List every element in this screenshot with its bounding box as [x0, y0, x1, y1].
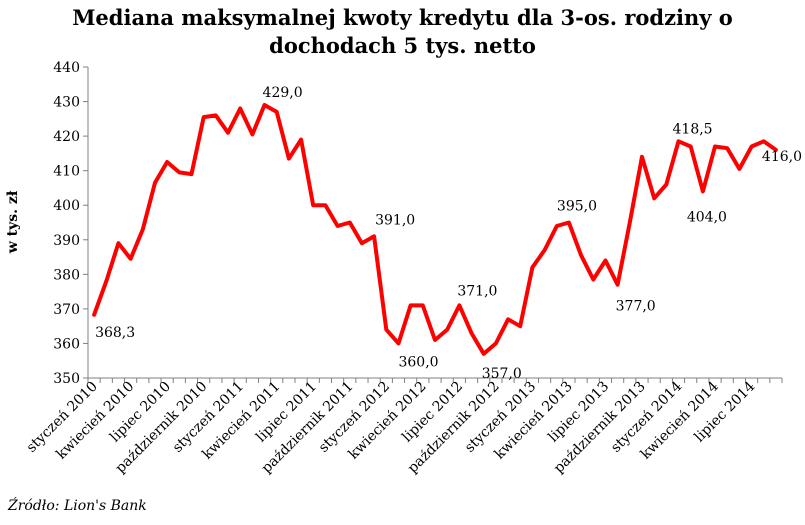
data-point: [178, 171, 180, 173]
data-label: 418,5: [673, 121, 713, 137]
data-point: [385, 329, 387, 331]
data-point: [227, 132, 229, 134]
data-point: [190, 173, 192, 175]
data-point: [519, 325, 521, 327]
data-point: [434, 339, 436, 341]
data-point: [239, 107, 241, 109]
data-point: [678, 140, 680, 142]
chart-title-line-1: Mediana maksymalnej kwoty kredytu dla 3-…: [72, 5, 733, 30]
data-point: [264, 104, 266, 106]
axes: [83, 66, 783, 383]
data-label: 391,0: [375, 212, 415, 228]
data-point: [166, 161, 168, 163]
chart-title: Mediana maksymalnej kwoty kredytu dla 3-…: [0, 4, 805, 60]
series: [92, 103, 778, 356]
data-point: [93, 314, 95, 316]
data-label: 395,0: [557, 199, 597, 215]
data-point: [312, 204, 314, 206]
data-label: 360,0: [398, 354, 438, 370]
data-point: [142, 228, 144, 230]
data-point: [617, 284, 619, 286]
data-point: [665, 183, 667, 185]
data-point: [580, 254, 582, 256]
data-label: 429,0: [263, 85, 303, 101]
data-point: [361, 242, 363, 244]
data-point: [568, 222, 570, 223]
data-point: [397, 342, 399, 344]
y-tick-label: 380: [53, 267, 80, 283]
data-point: [105, 280, 107, 282]
data-point: [276, 111, 278, 113]
data-point: [507, 318, 509, 320]
data-point: [203, 116, 205, 118]
y-axis-label: w tys. zł: [5, 190, 21, 254]
data-point: [531, 266, 533, 268]
data-point: [629, 222, 631, 223]
chart-title-line-2: dochodach 5 tys. netto: [269, 33, 536, 58]
y-tick-label: 400: [53, 198, 80, 214]
data-point: [751, 145, 753, 147]
data-point: [373, 235, 375, 237]
data-point: [422, 304, 424, 306]
source-note: Źródło: Lion's Bank: [8, 498, 147, 514]
data-point: [604, 260, 606, 262]
y-tick-label: 350: [53, 371, 80, 387]
y-tick-label: 370: [53, 302, 80, 318]
data-point: [154, 182, 156, 184]
y-tick-labels: 350 360 370 380 390 400 410 420 430 440: [53, 60, 80, 387]
y-tick-label: 360: [53, 336, 80, 352]
data-point: [775, 149, 777, 151]
data-point: [763, 140, 765, 142]
data-point: [300, 139, 302, 141]
y-tick-label: 420: [53, 129, 80, 145]
data-labels: 368,3 429,0 391,0 360,0 371,0 357,0 395,0 377,0…: [95, 85, 802, 382]
data-point: [495, 342, 497, 344]
data-point: [337, 225, 339, 227]
data-point: [446, 329, 448, 331]
data-point: [726, 147, 728, 149]
data-point: [130, 258, 132, 260]
data-point: [556, 225, 558, 227]
data-label: 416,0: [762, 149, 802, 165]
data-point: [471, 332, 473, 334]
data-point: [458, 304, 460, 306]
data-point: [653, 197, 655, 199]
data-point: [288, 158, 290, 160]
data-point: [349, 222, 351, 223]
data-label: 371,0: [457, 283, 497, 299]
data-point: [324, 204, 326, 206]
data-point: [714, 145, 716, 147]
data-point: [592, 279, 594, 281]
data-label: 357,0: [482, 366, 522, 382]
data-point: [641, 156, 643, 158]
y-tick-label: 430: [53, 95, 80, 111]
data-label: 404,0: [687, 209, 727, 225]
data-point: [251, 133, 253, 135]
data-point: [410, 304, 412, 306]
data-point: [117, 242, 119, 244]
data-point: [738, 168, 740, 170]
data-point: [483, 353, 485, 355]
series-line: [92, 103, 778, 356]
data-point: [215, 114, 217, 116]
data-point: [544, 249, 546, 251]
data-label: 377,0: [616, 299, 656, 315]
data-label: 368,3: [95, 325, 135, 341]
data-point: [690, 145, 692, 147]
data-point: [702, 190, 704, 192]
y-tick-label: 390: [53, 233, 80, 249]
y-tick-label: 410: [53, 164, 80, 180]
y-tick-label: 440: [53, 60, 80, 76]
